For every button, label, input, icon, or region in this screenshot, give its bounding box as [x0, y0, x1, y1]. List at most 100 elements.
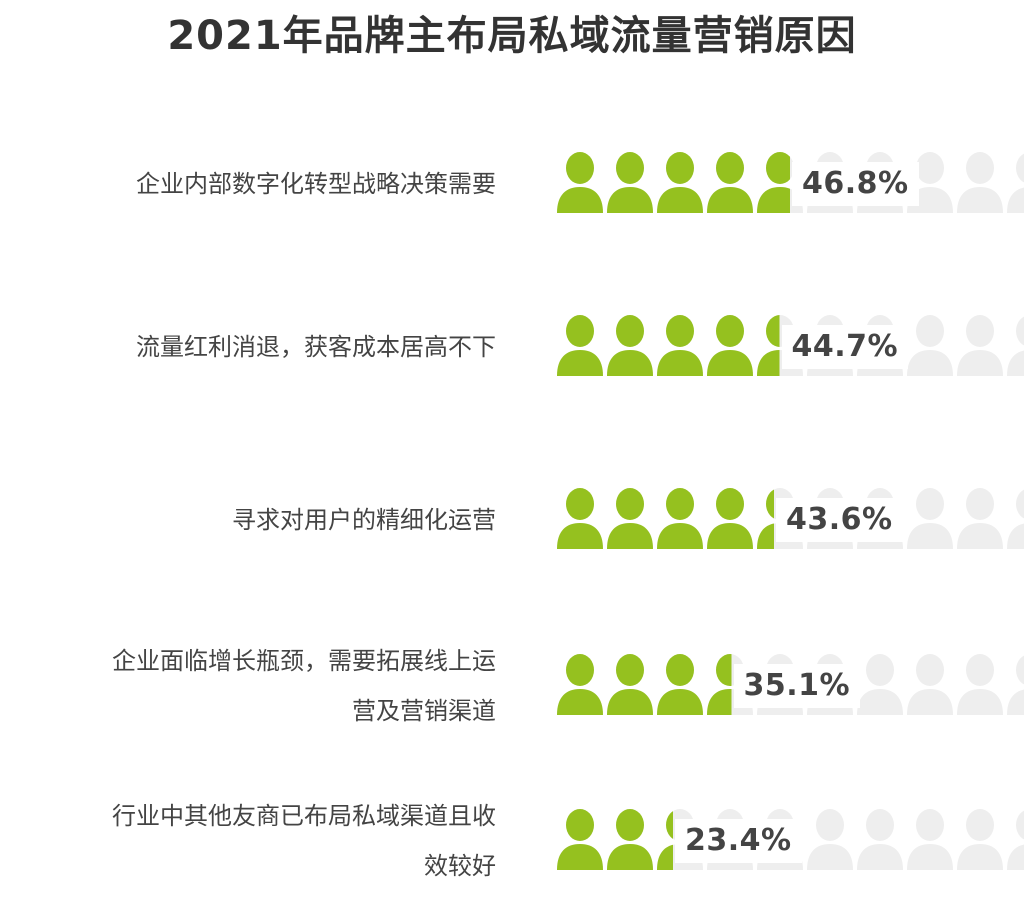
chart-row: 流量红利消退，获客成本居高不下 44.7%: [0, 297, 1024, 397]
person-icon-head: [716, 315, 744, 347]
filled-icons: [557, 315, 780, 376]
chart-row: 行业中其他友商已布局私域渠道且收 效较好 23.4%: [0, 791, 1024, 891]
person-icon-head: [966, 654, 994, 686]
category-label: 行业中其他友商已布局私域渠道且收 效较好: [112, 802, 496, 880]
person-icon-body: [757, 523, 774, 549]
person-icon-body: [857, 844, 903, 870]
person-icon-body: [607, 689, 653, 715]
person-icon-body: [557, 844, 603, 870]
person-icon-head: [866, 809, 894, 841]
person-icon-head: [616, 809, 644, 841]
person-icon-body: [857, 689, 903, 715]
person-icon-head: [566, 488, 594, 520]
person-icon-body: [1007, 523, 1024, 549]
person-icon-head: [766, 315, 780, 347]
person-icon-head: [666, 811, 673, 839]
chart-row: 企业面临增长瓶颈，需要拓展线上运 营及营销渠道 35.1%: [0, 636, 1024, 736]
person-icon-body: [957, 844, 1003, 870]
person-icon-head: [916, 152, 944, 184]
person-icon-body: [1007, 689, 1024, 715]
person-icon-head: [1016, 655, 1024, 685]
chart-row: 寻求对用户的精细化运营 43.6%: [0, 470, 1024, 570]
person-icon-head: [766, 152, 790, 184]
person-icon-head: [666, 488, 694, 520]
value-label: 23.4%: [675, 819, 802, 863]
person-icon-head: [916, 809, 944, 841]
person-icon-head: [566, 809, 594, 841]
person-icon-body: [1007, 350, 1024, 376]
person-icon-body: [1007, 844, 1024, 870]
value-label: 44.7%: [781, 325, 909, 369]
category-label: 流量红利消退，获客成本居高不下: [136, 333, 496, 361]
person-icon-head: [666, 654, 694, 686]
person-icon-head: [966, 809, 994, 841]
person-icon-head: [616, 152, 644, 184]
filled-icons: [557, 152, 790, 213]
person-icon-body: [757, 187, 790, 213]
person-icon-head: [1016, 153, 1024, 183]
person-icon-body: [907, 523, 953, 549]
person-icon-body: [657, 523, 703, 549]
person-icon-head: [1016, 810, 1024, 840]
person-icon-head: [716, 488, 744, 520]
person-icon-head: [966, 488, 994, 520]
person-icon-body: [1007, 187, 1024, 213]
person-icon-row: [557, 152, 1024, 213]
person-icon-head: [566, 315, 594, 347]
person-icon-body: [907, 689, 953, 715]
person-icon-head: [666, 315, 694, 347]
chart-title: 2021年品牌主布局私域流量营销原因: [167, 13, 857, 59]
category-label: 企业内部数字化转型战略决策需要: [136, 170, 496, 198]
category-label: 寻求对用户的精细化运营: [232, 506, 496, 534]
person-icon-head: [966, 315, 994, 347]
person-icon-head: [616, 315, 644, 347]
value-label: 35.1%: [733, 664, 861, 708]
person-icon-body: [957, 689, 1003, 715]
person-icon-head: [716, 654, 732, 686]
person-icon-body: [707, 689, 732, 715]
person-icon-body: [557, 187, 603, 213]
person-icon-body: [707, 187, 753, 213]
person-icon-body: [957, 523, 1003, 549]
person-icon-body: [657, 350, 703, 376]
person-icon-row: [557, 654, 1024, 715]
person-icon-head: [916, 654, 944, 686]
person-icon-body: [957, 187, 1003, 213]
value-label: 43.6%: [776, 498, 903, 542]
chart-row: 企业内部数字化转型战略决策需要 46.8%: [0, 134, 1024, 234]
person-icon-head: [566, 152, 594, 184]
filled-icons: [557, 488, 774, 549]
person-icon-body: [607, 523, 653, 549]
value-label: 46.8%: [792, 162, 919, 206]
person-icon-head: [916, 488, 944, 520]
person-icon-body: [607, 350, 653, 376]
person-icon-head: [916, 315, 944, 347]
person-icon-body: [707, 350, 753, 376]
person-icon-body: [707, 523, 753, 549]
person-icon-body: [907, 844, 953, 870]
filled-icons: [557, 654, 732, 715]
person-icon-body: [957, 350, 1003, 376]
person-icon-body: [557, 689, 603, 715]
person-icon-body: [557, 350, 603, 376]
person-icon-body: [607, 844, 653, 870]
filled-icons: [557, 809, 673, 870]
person-icon-body: [657, 844, 673, 870]
person-icon-body: [607, 187, 653, 213]
person-icon-head: [716, 152, 744, 184]
person-icon-head: [616, 488, 644, 520]
person-icon-head: [666, 152, 694, 184]
person-icon-body: [557, 523, 603, 549]
person-icon-head: [816, 809, 844, 841]
person-icon-head: [616, 654, 644, 686]
person-icon-head: [766, 489, 774, 519]
person-icon-body: [657, 689, 703, 715]
person-icon-head: [1016, 489, 1024, 519]
category-label: 企业面临增长瓶颈，需要拓展线上运 营及营销渠道: [112, 647, 496, 725]
person-icon-head: [966, 152, 994, 184]
person-icon-body: [907, 350, 953, 376]
person-icon-head: [566, 654, 594, 686]
person-icon-body: [757, 350, 780, 376]
person-icon-body: [657, 187, 703, 213]
person-icon-head: [866, 654, 894, 686]
